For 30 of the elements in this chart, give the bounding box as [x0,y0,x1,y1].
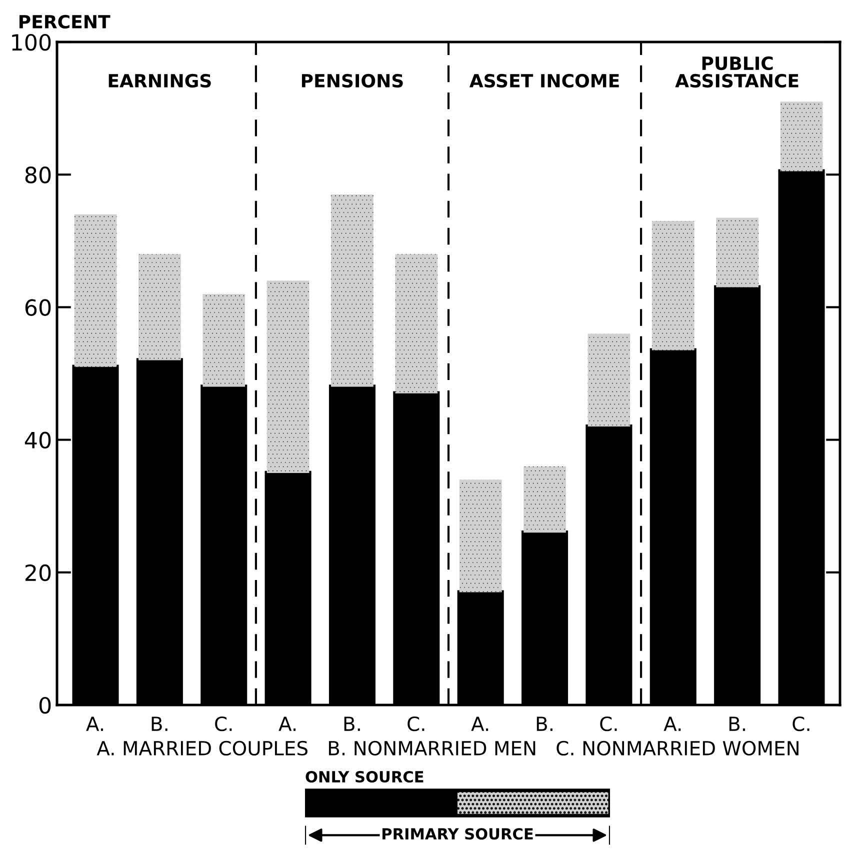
annotation: EARNINGS [108,74,211,88]
x-tick-label: C. [600,716,617,732]
annotation: ASSET INCOME [469,74,619,88]
bar [780,102,823,172]
y-tick-label: 100 [12,34,51,51]
x-tick-label: B. [536,716,552,731]
x-tick-label: A. [278,716,296,731]
bar [138,254,181,360]
x-tick-label: C. [792,716,810,732]
x-axis-title: A. MARRIED COUPLES B. NONMARRIED MEN C. NONMARRIED WOMEN [96,740,798,756]
annotation: PUBLIC ASSISTANCE [675,56,798,88]
annotation: PENSIONS [302,74,403,88]
x-tick-label: B. [152,716,168,731]
x-tick-label: C. [408,716,424,732]
x-tick-label: B. [729,716,745,731]
y-axis-title: PERCENT [20,14,110,29]
bar [716,218,758,288]
x-tick-label: A. [471,716,488,731]
y-tick-label: 0 [39,696,51,714]
y-tick-label: 40 [24,432,51,449]
x-tick-label: C. [215,716,232,732]
bar [202,294,246,387]
x-tick-label: A. [86,716,103,731]
text: ONLY SOURCE [306,770,424,783]
x-tick-label: B. [344,716,360,731]
y-tick-label: 80 [25,166,51,184]
y-tick-label: 20 [25,564,51,582]
x-tick-label: A. [664,716,681,731]
y-tick-label: 60 [25,299,51,316]
text: PRIMARY SOURCE [382,828,533,840]
